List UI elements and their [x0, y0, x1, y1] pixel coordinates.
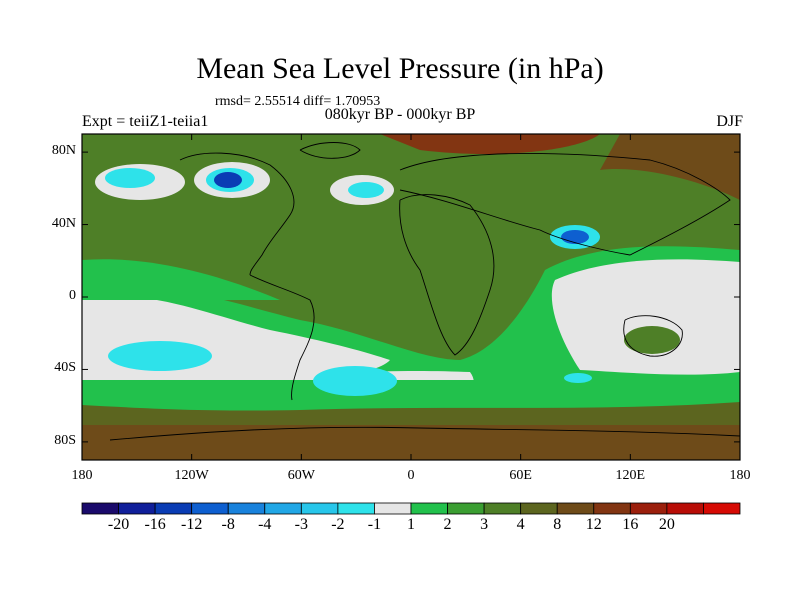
colorbar-swatch — [666, 502, 704, 515]
colorbar-cells — [81, 502, 741, 515]
colorbar-swatch — [81, 502, 119, 515]
chart-title: Mean Sea Level Pressure (in hPa) — [196, 52, 604, 85]
australia-coast — [623, 315, 683, 357]
indian-ocean-low — [564, 373, 592, 383]
y-tick-label: 80N — [51, 143, 76, 159]
arctic-high — [380, 134, 600, 155]
north-america-coast — [179, 152, 295, 276]
north-pacific-green — [82, 259, 280, 300]
x-tick-label: 120E — [615, 468, 646, 483]
colorbar-label: -16 — [144, 516, 166, 533]
season-label: DJF — [716, 113, 743, 130]
colorbar-swatch — [227, 502, 266, 515]
y-tick-label: 0 — [69, 288, 76, 303]
north-atlantic-low — [348, 182, 384, 198]
axis-ticks — [81, 134, 741, 460]
colorbar-label: 12 — [585, 516, 602, 533]
south-pacific-low — [108, 341, 212, 371]
coastlines — [109, 142, 740, 441]
x-tick-label: 60E — [509, 468, 532, 483]
colorbar-label: -20 — [107, 516, 130, 533]
beringia-low — [105, 168, 155, 188]
colorbar-swatch — [154, 502, 193, 515]
colorbar-swatch — [593, 502, 631, 515]
colorbar-swatch — [556, 502, 595, 515]
x-tick-label: 180 — [71, 468, 93, 483]
colorbar-label: 20 — [658, 516, 675, 533]
y-tick-label: 40N — [51, 215, 76, 231]
colorbar-label: -2 — [331, 516, 345, 533]
colorbar-label: 8 — [553, 516, 562, 533]
canada-low-core — [214, 172, 242, 188]
colorbar-swatch — [483, 502, 522, 515]
south-atlantic-low — [313, 366, 397, 396]
greenland-coast — [299, 142, 361, 159]
map-field — [82, 134, 740, 460]
chart-subtitle: 080kyr BP - 000kyr BP — [324, 106, 476, 123]
eurasia-coast — [399, 153, 731, 256]
colorbar-label: 1 — [407, 516, 415, 533]
colorbar-swatch — [374, 502, 412, 515]
experiment-label: Expt = teiiZ1-teiia1 — [82, 113, 209, 130]
colorbar-swatch — [300, 502, 339, 515]
x-tick-label: 180 — [729, 468, 751, 483]
colorbar-swatch — [703, 502, 741, 515]
colorbar-label: -8 — [221, 516, 235, 533]
africa-coast — [399, 194, 495, 356]
x-tick-label: 120W — [174, 468, 209, 483]
colorbar-swatch — [118, 502, 156, 515]
colorbar-label: 16 — [622, 516, 639, 533]
colorbar-swatch — [191, 502, 229, 515]
colorbar-swatch — [264, 502, 302, 515]
colorbar-label: -4 — [258, 516, 272, 533]
x-tick-label: 0 — [407, 468, 415, 483]
south-america-coast — [249, 274, 315, 401]
x-tick-label: 60W — [287, 468, 315, 483]
antarctica-coast — [109, 426, 740, 441]
colorbar-label: -12 — [180, 516, 203, 533]
colorbar-label: 4 — [516, 516, 525, 533]
colorbar-label: 2 — [443, 516, 452, 533]
siberian-high — [600, 134, 740, 200]
colorbar-swatch — [447, 502, 485, 515]
colorbar-swatch — [410, 502, 448, 515]
colorbar-label: -3 — [294, 516, 308, 533]
indopacific-neutral — [551, 259, 740, 375]
australia-high — [624, 326, 680, 354]
colorbar-label: 3 — [480, 516, 489, 533]
southern-green — [82, 380, 740, 411]
colorbar-swatch — [520, 502, 558, 515]
y-tick-label: 40S — [54, 360, 76, 376]
y-tick-label: 80S — [54, 432, 76, 448]
colorbar-label: -1 — [367, 516, 382, 533]
rmsd-diff-stats: rmsd= 2.55514 diff= 1.70953 — [215, 94, 381, 109]
colorbar-swatch — [629, 502, 668, 515]
colorbar-swatch — [337, 502, 375, 515]
